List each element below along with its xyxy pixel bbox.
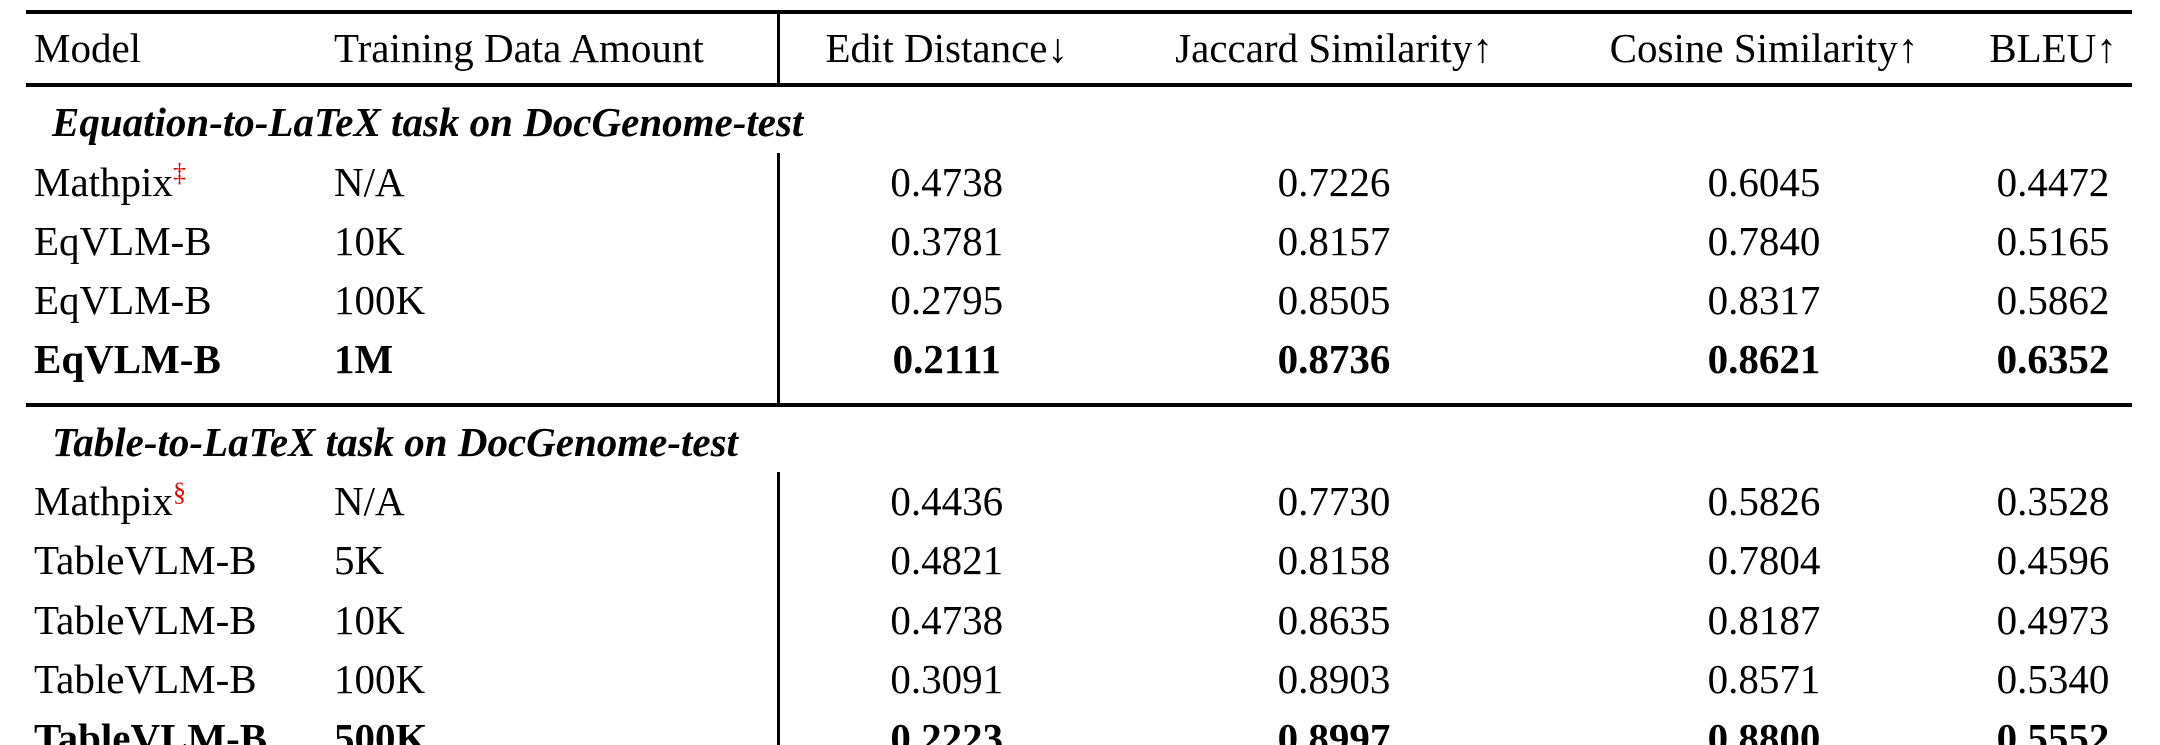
- model-cell: EqVLM-B: [34, 217, 212, 264]
- bleu-cell: 0.5862: [1996, 277, 2110, 324]
- model-cell: TableVLM-B: [34, 655, 257, 702]
- jaccard-similarity-cell: 0.8736: [1114, 330, 1554, 407]
- cosine-similarity-cell: 0.8571: [1707, 655, 1821, 702]
- model-cell: Mathpix§: [26, 472, 326, 531]
- model-name: Mathpix: [34, 478, 173, 525]
- header-row: Model Training Data Amount Edit Distance…: [26, 12, 2132, 88]
- edit-distance-cell: 0.2111: [776, 330, 1114, 407]
- cosine-similarity-cell: 0.8621: [1554, 330, 1974, 407]
- jaccard-similarity-cell: 0.8997: [1277, 715, 1391, 745]
- training-amount-cell: 100K: [334, 277, 426, 324]
- section-title-row: Equation-to-LaTeX task on DocGenome-test: [26, 85, 2132, 152]
- model-cell: EqVLM-B: [26, 330, 326, 407]
- table-row: Mathpix§ N/A 0.4436 0.7730 0.5826 0.3528: [26, 472, 2132, 532]
- section-title-row: Table-to-LaTeX task on DocGenome-test: [26, 405, 2132, 472]
- table-row: TableVLM-B 100K 0.3091 0.8903 0.8571 0.5…: [26, 649, 2132, 710]
- col-header-cosine-similarity: Cosine Similarity↑: [1554, 12, 1974, 88]
- table-row: Mathpix‡ N/A 0.4738 0.7226 0.6045 0.4472: [26, 152, 2132, 212]
- table-row-best: TableVLM-B 500K 0.2223 0.8997 0.8800 0.5…: [26, 709, 2132, 745]
- bleu-cell: 0.5552: [1996, 715, 2110, 745]
- edit-distance-cell: 0.2223: [776, 709, 1114, 745]
- cosine-similarity-cell: 0.5826: [1707, 478, 1821, 525]
- model-name: Mathpix: [34, 158, 173, 205]
- edit-distance-cell: 0.4436: [776, 472, 1114, 532]
- section-title-table-to-latex: Table-to-LaTeX task on DocGenome-test: [52, 418, 738, 465]
- cosine-similarity-cell: 0.8187: [1707, 596, 1821, 643]
- col-header-model: Model: [26, 12, 326, 88]
- model-cell: Mathpix‡: [26, 153, 326, 212]
- section-title-equation-to-latex: Equation-to-LaTeX task on DocGenome-test: [52, 99, 804, 146]
- col-header-edit-distance: Edit Distance↓: [776, 12, 1114, 88]
- table-row: EqVLM-B 10K 0.3781 0.8157 0.7840 0.5165: [26, 211, 2132, 272]
- edit-distance-cell: 0.4738: [776, 152, 1114, 212]
- cosine-similarity-cell: 0.8317: [1707, 277, 1821, 324]
- cosine-similarity-cell: 0.7840: [1707, 217, 1821, 264]
- jaccard-similarity-cell: 0.8505: [1277, 277, 1391, 324]
- bleu-cell: 0.4596: [1996, 537, 2110, 584]
- cosine-similarity-cell: 0.8800: [1707, 715, 1821, 745]
- results-table: Model Training Data Amount Edit Distance…: [26, 10, 2132, 745]
- training-amount-cell: N/A: [334, 478, 405, 525]
- jaccard-similarity-cell: 0.8158: [1277, 537, 1391, 584]
- training-amount-cell: 5K: [334, 537, 385, 584]
- training-amount-cell: 500K: [334, 715, 428, 745]
- bleu-cell: 0.3528: [1996, 478, 2110, 525]
- table-row-best: EqVLM-B 1M 0.2111 0.8736 0.8621 0.6352: [26, 330, 2132, 407]
- cosine-similarity-cell: 0.7804: [1707, 537, 1821, 584]
- col-header-training-data-amount: Training Data Amount: [326, 12, 778, 88]
- model-cell: TableVLM-B: [34, 537, 257, 584]
- jaccard-similarity-cell: 0.7226: [1277, 158, 1391, 205]
- table-row: TableVLM-B 5K 0.4821 0.8158 0.7804 0.459…: [26, 531, 2132, 591]
- bleu-cell: 0.5165: [1996, 217, 2110, 264]
- bleu-cell: 0.5340: [1996, 655, 2110, 702]
- edit-distance-cell: 0.4738: [776, 590, 1114, 650]
- edit-distance-cell: 0.3781: [776, 211, 1114, 272]
- model-cell: EqVLM-B: [34, 277, 212, 324]
- bleu-cell: 0.4973: [1996, 596, 2110, 643]
- model-cell: TableVLM-B: [34, 596, 257, 643]
- jaccard-similarity-cell: 0.8635: [1277, 596, 1391, 643]
- table-row: TableVLM-B 10K 0.4738 0.8635 0.8187 0.49…: [26, 590, 2132, 650]
- edit-distance-cell: 0.3091: [776, 649, 1114, 710]
- col-header-bleu: BLEU↑: [1974, 12, 2132, 88]
- edit-distance-cell: 0.2795: [776, 271, 1114, 331]
- bleu-cell: 0.4472: [1996, 158, 2110, 205]
- col-header-jaccard-similarity: Jaccard Similarity↑: [1114, 12, 1554, 88]
- footnote-mark: §: [172, 477, 186, 507]
- jaccard-similarity-cell: 0.7730: [1277, 478, 1391, 525]
- training-amount-cell: N/A: [334, 158, 405, 205]
- edit-distance-cell: 0.4821: [776, 531, 1114, 591]
- training-amount-cell: 10K: [334, 596, 405, 643]
- cosine-similarity-cell: 0.6045: [1707, 158, 1821, 205]
- training-amount-cell: 100K: [334, 655, 426, 702]
- jaccard-similarity-cell: 0.8157: [1277, 217, 1391, 264]
- training-amount-cell: 1M: [326, 330, 778, 407]
- jaccard-similarity-cell: 0.8903: [1277, 655, 1391, 702]
- bleu-cell: 0.6352: [1974, 330, 2132, 407]
- footnote-mark: ‡: [172, 157, 186, 187]
- table-row: EqVLM-B 100K 0.2795 0.8505 0.8317 0.5862: [26, 271, 2132, 331]
- training-amount-cell: 10K: [334, 217, 405, 264]
- model-cell: TableVLM-B: [34, 715, 268, 745]
